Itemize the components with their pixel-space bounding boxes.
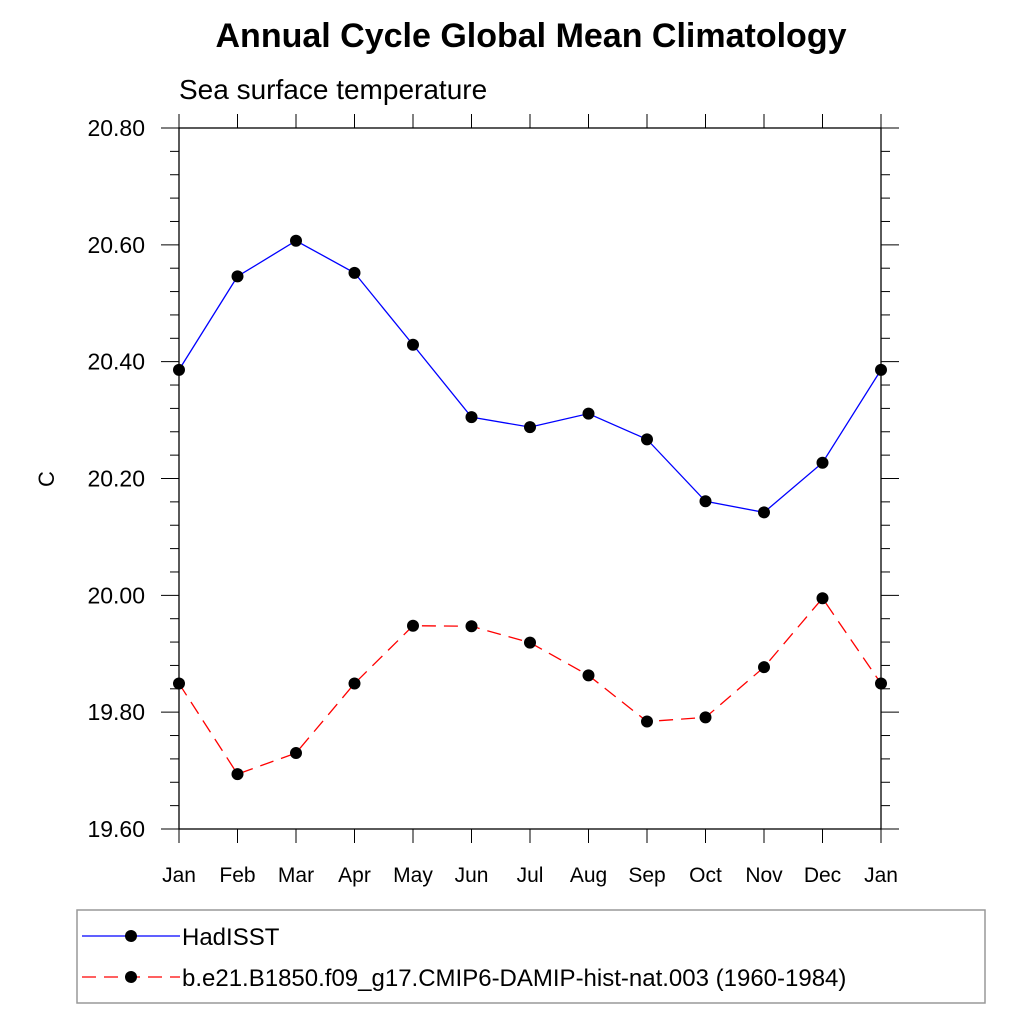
y-tick-label: 20.00 [87,582,145,608]
y-tick-label: 20.60 [87,232,145,258]
data-point [641,715,653,728]
y-tick-label: 19.80 [87,699,145,725]
data-point [407,338,419,351]
series-layer [173,234,887,781]
chart-subtitle: Sea surface temperature [179,74,487,105]
x-tick-label: Jun [455,864,489,887]
series-1 [173,234,887,519]
legend-box [76,909,986,1004]
data-point [641,433,653,446]
data-point [699,495,712,508]
y-tick-label: 20.20 [87,466,145,492]
x-axis: Jan Feb Mar Apr May Jun Jul Aug Sep Oct Nov Dec Jan [162,114,898,887]
data-point [875,677,887,690]
x-tick-label: Mar [278,864,314,887]
x-tick-label: Aug [570,864,607,887]
data-point [758,506,770,519]
data-point [816,456,829,469]
data-point [524,421,536,434]
data-point [231,270,244,283]
legend-label: b.e21.B1850.f09_g17.CMIP6-DAMIP-hist-nat… [182,965,846,992]
x-tick-label: Jan [162,864,196,887]
y-tick-label: 20.40 [87,349,145,375]
data-point [348,677,361,690]
chart-title: Annual Cycle Global Mean Climatology [216,17,847,55]
legend-label: HadISST [182,924,280,951]
data-point [348,266,361,279]
data-point [699,711,712,724]
data-point [231,768,244,781]
plot-frame [178,127,882,830]
x-tick-label: Sep [628,864,665,887]
series-line [178,597,882,775]
x-tick-label: Dec [804,864,841,887]
x-tick-label: Nov [745,864,783,887]
series-2 [173,592,887,781]
data-point [758,661,770,674]
data-point [290,747,302,760]
series-line [178,239,882,514]
data-point [290,234,302,247]
data-point [524,636,536,649]
y-axis-label: C [34,471,59,487]
data-point [407,619,419,632]
plot-border [178,127,882,830]
x-tick-label: Jan [864,864,898,887]
data-point [582,669,595,682]
x-tick-label: Apr [338,864,371,887]
data-point [816,592,829,605]
data-point [465,411,478,424]
x-tick-label: Jul [517,864,544,887]
data-point [173,363,185,376]
x-tick-label: May [393,864,433,887]
y-axis: 19.60 19.80 20.00 20.20 20.40 20.60 20.80 [87,115,899,842]
legend-marker [125,930,137,942]
x-tick-label: Feb [219,864,255,887]
legend-marker [125,971,137,983]
data-point [173,677,185,690]
y-tick-label: 20.80 [87,115,145,141]
data-point [875,363,887,376]
y-tick-label: 19.60 [87,816,145,842]
data-point [465,620,478,633]
legend: HadISST b.e21.B1850.f09_g17.CMIP6-DAMIP-h… [76,909,986,1004]
data-point [582,407,595,420]
x-tick-label: Oct [689,864,722,887]
